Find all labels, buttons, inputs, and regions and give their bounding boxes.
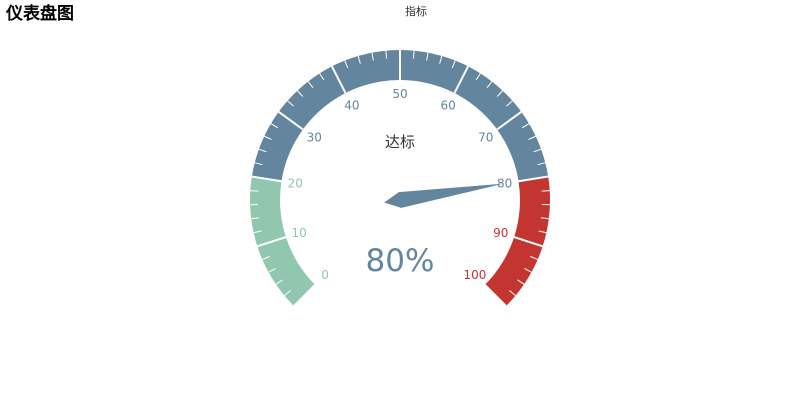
gauge-minor-tick [451, 60, 456, 69]
gauge-split-line [453, 65, 469, 94]
gauge-bands [250, 50, 551, 307]
gauge-minor-tick [521, 123, 530, 129]
gauge-split-line [518, 175, 549, 183]
gauge-minor-tick [385, 50, 388, 59]
gauge-tick-label: 10 [292, 226, 307, 240]
gauge-minor-tick [251, 217, 260, 220]
gauge-minor-tick [344, 60, 349, 69]
gauge-minor-tick [475, 73, 481, 81]
gauge-minor-tick [253, 230, 262, 234]
gauge-tick-label: 20 [288, 176, 303, 190]
gauge-minor-tick [319, 73, 325, 81]
gauge-minor-tick [496, 90, 504, 97]
gauge-minor-tick [254, 162, 263, 166]
gauge-pointer-needle [384, 183, 504, 208]
gauge-minor-tick [296, 90, 304, 97]
gauge-band-0 [250, 176, 316, 307]
gauge-minor-tick [357, 55, 361, 64]
gauge-minor-tick [258, 148, 267, 153]
gauge-minor-tick [533, 148, 542, 153]
gauge-minor-tick [517, 279, 525, 285]
gauge-band-2 [484, 176, 551, 307]
gauge-split-line [513, 236, 543, 248]
gauge-minor-tick [538, 230, 547, 234]
gauge-split-line [331, 65, 347, 94]
gauge-minor-tick [530, 255, 538, 261]
gauge-minor-tick [506, 100, 513, 107]
gauge-minor-tick [287, 100, 294, 107]
gauge-minor-tick [509, 290, 516, 296]
gauge-split-line [293, 284, 316, 307]
gauge-minor-tick [524, 267, 532, 273]
gauge-minor-tick [268, 267, 276, 273]
gauge-tick-label: 70 [478, 131, 493, 145]
gauge-minor-ticks [250, 50, 550, 296]
page-title: 仪表盘图 [6, 4, 74, 24]
gauge-pointer [384, 183, 504, 208]
gauge-minor-tick [262, 255, 270, 261]
gauge-minor-tick [541, 190, 550, 192]
gauge-minor-tick [528, 135, 536, 140]
gauge-tick-label: 0 [321, 268, 329, 282]
gauge-minor-tick [264, 135, 272, 140]
gauge-minor-tick [412, 50, 415, 59]
gauge-tick-label: 100 [464, 268, 487, 282]
gauge-split-line [251, 175, 282, 183]
gauge-tick-label: 40 [344, 99, 359, 113]
gauge-minor-tick [307, 81, 314, 89]
gauge-minor-tick [270, 123, 279, 129]
gauge-tick-labels: 0 10 20 30 40 50 60 70 80 90 100 [288, 87, 513, 282]
gauge-band-1 [251, 50, 549, 182]
gauge-tick-label: 80 [497, 176, 512, 190]
gauge-tick-label: 90 [493, 226, 508, 240]
gauge-split-lines [251, 50, 549, 307]
gauge-split-line [484, 284, 507, 307]
gauge-minor-tick [371, 52, 374, 61]
gauge-split-line [257, 236, 287, 248]
gauge-minor-tick [439, 55, 443, 64]
gauge-split-line [278, 111, 304, 131]
gauge-minor-tick [275, 279, 283, 285]
gauge-detail-value: 80% [366, 243, 435, 279]
gauge-tick-label: 60 [440, 99, 455, 113]
gauge-series-name: 达标 [385, 133, 415, 151]
gauge-tick-label: 50 [392, 87, 407, 101]
gauge-minor-tick [540, 217, 549, 220]
gauge-split-line [496, 111, 522, 131]
gauge-minor-tick [486, 81, 493, 89]
gauge-tick-label: 30 [307, 131, 322, 145]
gauge-minor-tick [250, 190, 259, 192]
chart-title: 指标 [405, 4, 427, 18]
gauge-minor-tick [284, 290, 291, 296]
gauge-minor-tick [426, 52, 429, 61]
gauge-minor-tick [537, 162, 546, 166]
